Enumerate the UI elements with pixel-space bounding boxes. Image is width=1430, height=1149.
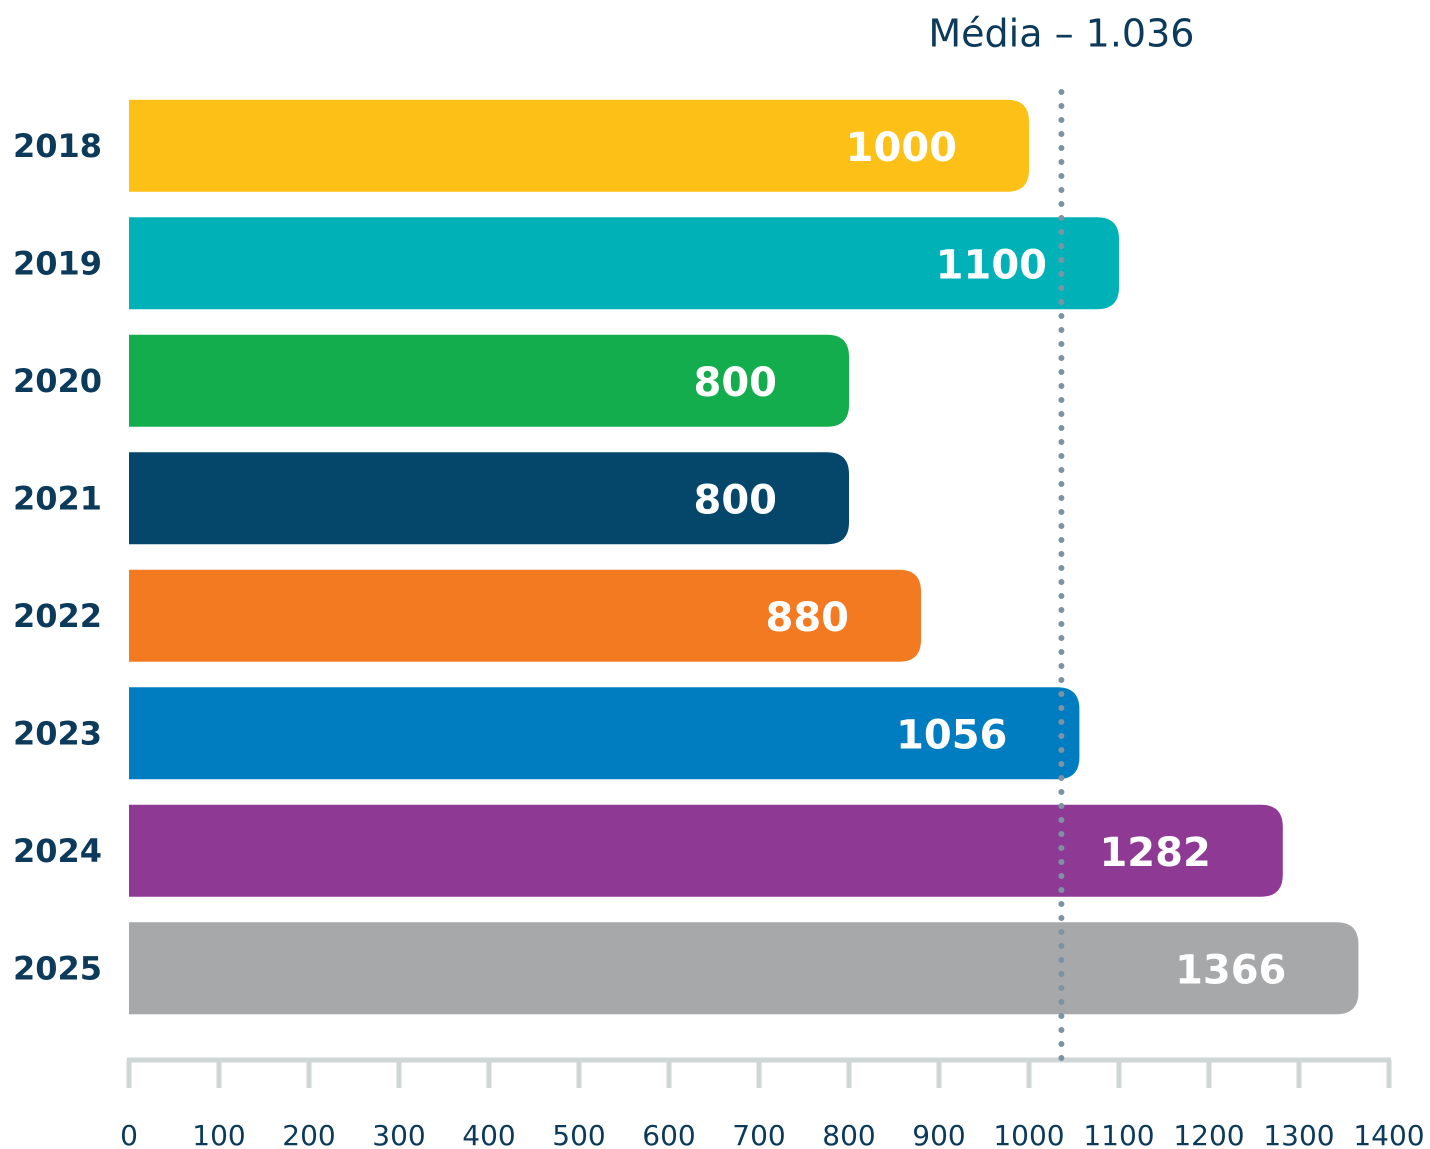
x-tick-label: 1200 bbox=[1173, 1119, 1244, 1149]
bar bbox=[129, 569, 921, 662]
x-tick-label: 300 bbox=[372, 1119, 425, 1149]
value-label: 1000 bbox=[846, 125, 957, 171]
x-tick-label: 200 bbox=[282, 1119, 335, 1149]
x-tick-label: 0 bbox=[120, 1119, 138, 1149]
value-label: 1366 bbox=[1175, 947, 1286, 993]
y-tick-label: 2024 bbox=[13, 832, 102, 870]
value-label: 800 bbox=[694, 360, 778, 406]
value-label: 1282 bbox=[1099, 830, 1210, 876]
y-tick-label: 2021 bbox=[13, 479, 102, 517]
bar bbox=[129, 452, 849, 545]
x-tick-label: 500 bbox=[552, 1119, 605, 1149]
x-tick-label: 400 bbox=[462, 1119, 515, 1149]
value-label: 800 bbox=[694, 477, 778, 523]
y-tick-label: 2019 bbox=[13, 244, 102, 282]
bar bbox=[129, 99, 1029, 192]
value-label: 1100 bbox=[936, 242, 1047, 288]
bar bbox=[129, 922, 1359, 1015]
x-tick-label: 900 bbox=[912, 1119, 965, 1149]
bar bbox=[129, 687, 1080, 780]
bar bbox=[129, 217, 1119, 310]
value-label: 880 bbox=[766, 595, 850, 641]
x-tick-label: 100 bbox=[192, 1119, 245, 1149]
x-tick-label: 600 bbox=[642, 1119, 695, 1149]
bar bbox=[129, 804, 1283, 897]
y-tick-label: 2022 bbox=[13, 597, 102, 635]
x-tick-label: 1100 bbox=[1083, 1119, 1154, 1149]
value-label: 1056 bbox=[896, 712, 1007, 758]
x-tick-label: 800 bbox=[822, 1119, 875, 1149]
y-tick-label: 2023 bbox=[13, 714, 102, 752]
x-tick-label: 1400 bbox=[1353, 1119, 1424, 1149]
y-tick-label: 2025 bbox=[13, 949, 102, 987]
x-tick-label: 700 bbox=[732, 1119, 785, 1149]
x-tick-label: 1300 bbox=[1263, 1119, 1334, 1149]
x-tick-label: 1000 bbox=[993, 1119, 1064, 1149]
y-tick-label: 2018 bbox=[13, 127, 102, 165]
bar bbox=[129, 334, 849, 427]
y-tick-label: 2020 bbox=[13, 362, 102, 400]
mean-label: Média – 1.036 bbox=[928, 12, 1194, 56]
